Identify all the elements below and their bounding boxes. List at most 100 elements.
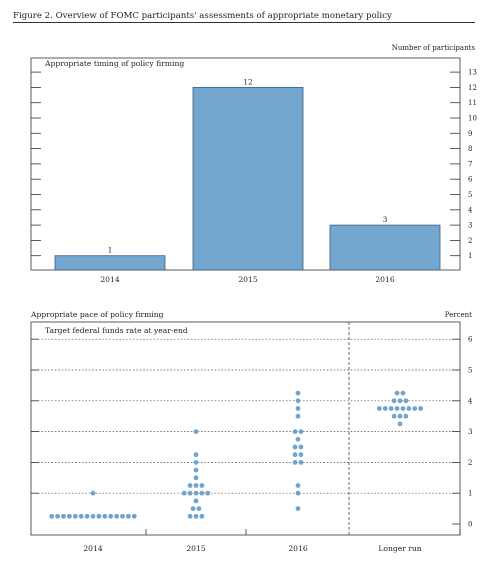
dot-2016 <box>295 413 301 419</box>
dot-2016 <box>298 429 304 434</box>
dot-2015 <box>187 490 193 496</box>
bar-2016 <box>329 224 441 271</box>
dot-longer-run <box>403 398 409 404</box>
dot-ytick-label: 5 <box>468 367 472 375</box>
bar-2014 <box>54 255 166 271</box>
dot-longer-run <box>376 406 382 411</box>
dot-panel-subtitle: Target federal funds rate at year-end <box>45 326 188 335</box>
bar-ytick-label: 8 <box>468 145 472 153</box>
dot-2014 <box>49 513 55 519</box>
dot-category-label: Longer run <box>378 544 421 553</box>
dot-longer-run <box>418 406 424 411</box>
dot-longer-run <box>382 406 388 411</box>
dot-2016 <box>295 390 301 396</box>
dot-2016 <box>295 483 301 488</box>
dot-longer-run <box>400 406 406 411</box>
bar-ytick-label: 6 <box>468 176 473 184</box>
dot-2014 <box>61 513 66 519</box>
bar-ytick-label: 1 <box>468 252 472 260</box>
bar-category-label: 2014 <box>100 275 119 284</box>
dot-2016 <box>295 490 301 496</box>
bar-category-label: 2015 <box>238 275 257 284</box>
dot-2014 <box>125 513 131 519</box>
dot-longer-run <box>394 406 400 411</box>
dot-2014 <box>72 513 78 519</box>
dot-2015 <box>193 467 199 473</box>
dot-2016 <box>292 429 298 434</box>
dot-longer-run <box>406 406 412 411</box>
dot-2015 <box>196 506 202 511</box>
dot-2015 <box>193 475 199 481</box>
dot-2016 <box>292 452 298 458</box>
dot-ytick-label: 2 <box>468 459 472 467</box>
dot-2015 <box>187 513 193 519</box>
dot-2015 <box>181 490 187 496</box>
bar-ytick-label: 9 <box>468 130 472 138</box>
dot-2014 <box>131 513 137 519</box>
dot-2016 <box>295 398 301 404</box>
dot-2016 <box>298 444 304 450</box>
bar-ytick-label: 10 <box>468 115 477 123</box>
dot-ylabel: Percent <box>445 311 472 319</box>
dot-longer-run <box>394 390 400 396</box>
dot-panel-frame <box>30 321 461 536</box>
bar-ytick-label: 5 <box>468 191 472 199</box>
dot-2015 <box>199 490 205 496</box>
dot-2015 <box>190 506 196 511</box>
dot-2014 <box>114 513 119 519</box>
dot-longer-run <box>412 406 418 411</box>
dot-2014 <box>96 513 102 519</box>
bar-data-label: 12 <box>243 77 252 86</box>
dot-ytick-label: 0 <box>468 521 472 529</box>
dot-longer-run <box>400 390 406 396</box>
dot-ytick-label: 4 <box>468 397 473 405</box>
bar-2015 <box>192 87 304 271</box>
dot-ytick-label: 6 <box>468 336 473 344</box>
dot-2015 <box>199 513 205 519</box>
dot-ytick-label: 1 <box>468 490 472 498</box>
figure-title-rule <box>13 22 475 23</box>
dot-longer-run <box>388 406 394 411</box>
dot-2014 <box>90 513 96 519</box>
dot-2016 <box>295 506 301 511</box>
dot-category-label: 2016 <box>288 544 307 553</box>
dot-2014 <box>67 513 72 519</box>
dot-2015 <box>193 483 199 488</box>
bar-ytick-label: 7 <box>468 160 472 168</box>
bar-category-label: 2016 <box>375 275 394 284</box>
dot-longer-run <box>391 398 397 404</box>
dot-2014 <box>90 490 96 496</box>
dot-2015 <box>199 483 205 488</box>
bar-ytick-label: 11 <box>468 99 477 107</box>
bar-ytick-label: 2 <box>468 237 472 245</box>
bar-panel-title: Appropriate timing of policy firming <box>44 59 184 68</box>
dot-2015 <box>193 452 199 458</box>
dot-2016 <box>292 444 298 450</box>
figure-title: Figure 2. Overview of FOMC participants'… <box>13 11 392 21</box>
dot-2016 <box>298 452 304 458</box>
dot-longer-run <box>403 413 409 419</box>
dot-longer-run <box>397 421 403 427</box>
bar-ytick-label: 13 <box>468 69 477 77</box>
dot-2016 <box>295 436 301 442</box>
dot-2014 <box>108 513 114 519</box>
dot-2016 <box>298 460 304 465</box>
dot-2015 <box>193 460 199 465</box>
bar-ytick-label: 12 <box>468 84 477 92</box>
dot-ytick-label: 3 <box>468 428 472 436</box>
dot-2014 <box>55 513 60 519</box>
dot-longer-run <box>391 413 397 419</box>
dot-category-label: 2014 <box>83 544 102 553</box>
bar-data-label: 3 <box>383 215 388 224</box>
dot-2015 <box>193 513 199 519</box>
dot-2015 <box>193 429 199 434</box>
dot-2015 <box>187 483 193 488</box>
dot-2014 <box>120 513 125 519</box>
dot-longer-run <box>397 398 403 404</box>
dot-2015 <box>205 490 211 496</box>
dot-2014 <box>78 513 84 519</box>
bar-ylabel: Number of participants <box>392 44 476 52</box>
dot-2014 <box>102 513 108 519</box>
bar-ytick-label: 4 <box>468 206 473 214</box>
